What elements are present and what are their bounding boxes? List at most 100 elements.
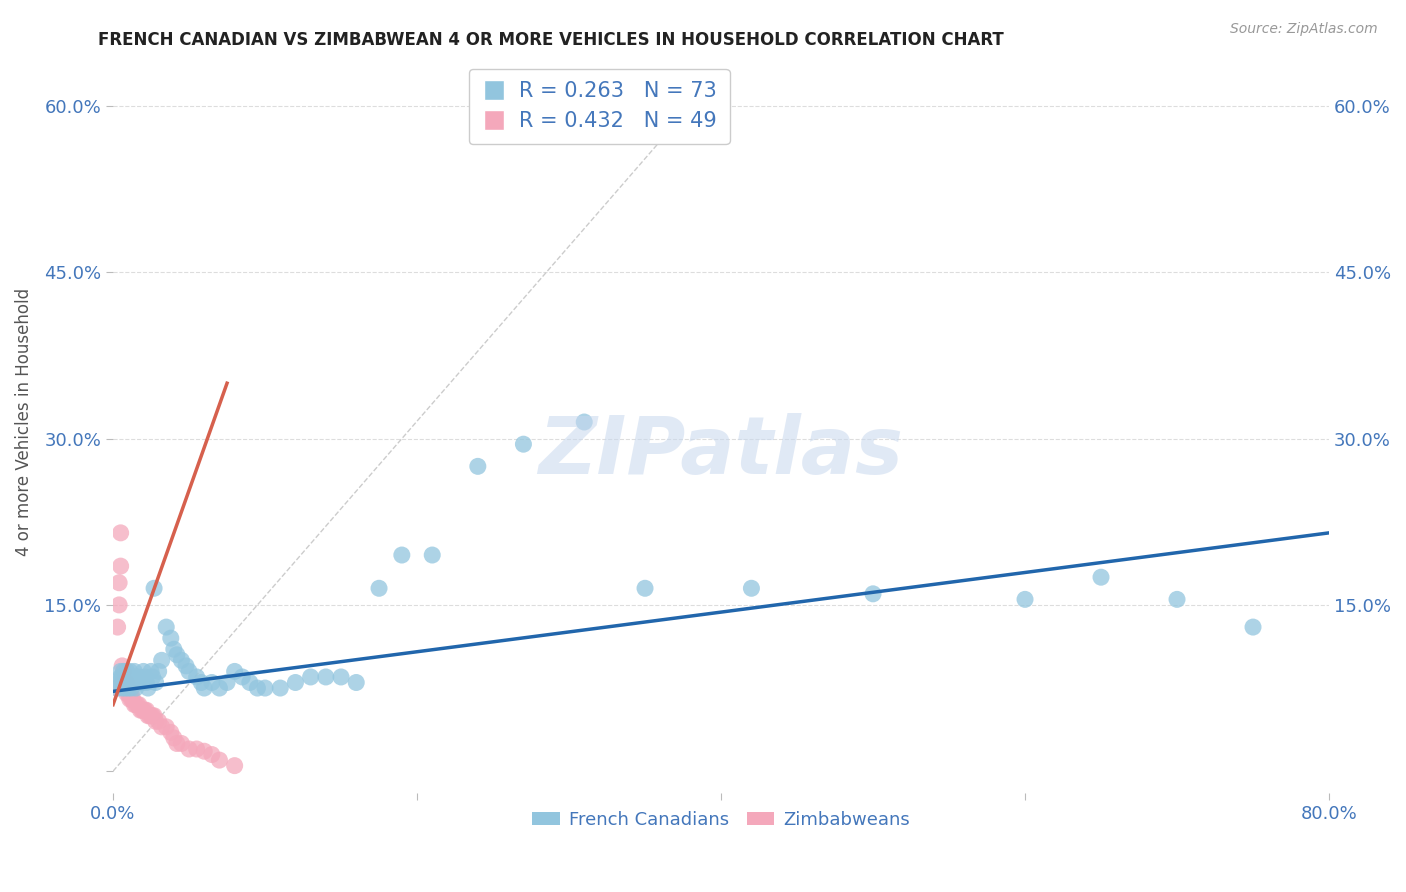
Point bbox=[107, 620, 129, 634]
Point bbox=[143, 708, 166, 723]
Point bbox=[111, 681, 134, 695]
Point bbox=[201, 675, 224, 690]
Point bbox=[208, 753, 231, 767]
Point bbox=[108, 598, 131, 612]
Point bbox=[1090, 570, 1112, 584]
Point bbox=[121, 675, 143, 690]
Point bbox=[112, 675, 135, 690]
Point bbox=[138, 708, 160, 723]
Point bbox=[120, 692, 142, 706]
Point bbox=[208, 681, 231, 695]
Point bbox=[155, 620, 177, 634]
Point bbox=[118, 687, 141, 701]
Point bbox=[117, 681, 139, 695]
Point bbox=[170, 653, 193, 667]
Point bbox=[136, 708, 159, 723]
Point bbox=[1166, 592, 1188, 607]
Point bbox=[186, 742, 208, 756]
Point bbox=[115, 675, 138, 690]
Point bbox=[121, 692, 143, 706]
Point bbox=[269, 681, 291, 695]
Point bbox=[177, 742, 200, 756]
Text: Source: ZipAtlas.com: Source: ZipAtlas.com bbox=[1230, 22, 1378, 37]
Point bbox=[254, 681, 277, 695]
Point bbox=[139, 708, 162, 723]
Point bbox=[114, 675, 136, 690]
Point bbox=[132, 703, 155, 717]
Point bbox=[112, 681, 135, 695]
Point bbox=[215, 675, 238, 690]
Point bbox=[124, 665, 146, 679]
Point bbox=[177, 665, 200, 679]
Point bbox=[131, 703, 153, 717]
Point bbox=[193, 681, 215, 695]
Point bbox=[131, 675, 153, 690]
Point bbox=[150, 653, 173, 667]
Point bbox=[127, 675, 149, 690]
Point bbox=[142, 708, 165, 723]
Point bbox=[145, 675, 167, 690]
Point bbox=[174, 658, 197, 673]
Point bbox=[148, 665, 170, 679]
Point bbox=[467, 459, 489, 474]
Point bbox=[118, 665, 141, 679]
Point bbox=[163, 731, 186, 745]
Point bbox=[110, 665, 132, 679]
Point bbox=[1014, 592, 1036, 607]
Point bbox=[112, 665, 135, 679]
Point bbox=[330, 670, 353, 684]
Point bbox=[128, 698, 150, 712]
Point bbox=[114, 670, 136, 684]
Point bbox=[110, 525, 132, 540]
Point bbox=[108, 675, 131, 690]
Point bbox=[134, 670, 156, 684]
Point bbox=[111, 675, 134, 690]
Point bbox=[224, 758, 246, 772]
Point bbox=[117, 687, 139, 701]
Point bbox=[163, 642, 186, 657]
Point bbox=[150, 720, 173, 734]
Point bbox=[159, 725, 181, 739]
Point bbox=[148, 714, 170, 729]
Point bbox=[120, 687, 142, 701]
Point bbox=[111, 658, 134, 673]
Point bbox=[114, 681, 136, 695]
Point bbox=[136, 681, 159, 695]
Point bbox=[190, 675, 212, 690]
Point bbox=[128, 670, 150, 684]
Point bbox=[135, 675, 157, 690]
Point bbox=[124, 698, 146, 712]
Point bbox=[574, 415, 596, 429]
Point bbox=[134, 703, 156, 717]
Point bbox=[117, 670, 139, 684]
Point bbox=[107, 681, 129, 695]
Point bbox=[143, 582, 166, 596]
Point bbox=[224, 665, 246, 679]
Point bbox=[125, 670, 148, 684]
Point bbox=[740, 582, 762, 596]
Point bbox=[129, 675, 152, 690]
Point bbox=[239, 675, 262, 690]
Point bbox=[135, 703, 157, 717]
Point bbox=[125, 681, 148, 695]
Point bbox=[155, 720, 177, 734]
Point bbox=[512, 437, 534, 451]
Point bbox=[115, 687, 138, 701]
Point bbox=[246, 681, 269, 695]
Point bbox=[344, 675, 367, 690]
Point bbox=[110, 670, 132, 684]
Point bbox=[127, 698, 149, 712]
Y-axis label: 4 or more Vehicles in Household: 4 or more Vehicles in Household bbox=[15, 288, 32, 556]
Point bbox=[108, 575, 131, 590]
Point bbox=[231, 670, 253, 684]
Point bbox=[115, 675, 138, 690]
Point bbox=[111, 670, 134, 684]
Point bbox=[129, 703, 152, 717]
Point bbox=[391, 548, 413, 562]
Point bbox=[114, 681, 136, 695]
Point bbox=[117, 681, 139, 695]
Point bbox=[118, 692, 141, 706]
Point bbox=[115, 665, 138, 679]
Legend: French Canadians, Zimbabweans: French Canadians, Zimbabweans bbox=[526, 804, 917, 837]
Point bbox=[284, 675, 307, 690]
